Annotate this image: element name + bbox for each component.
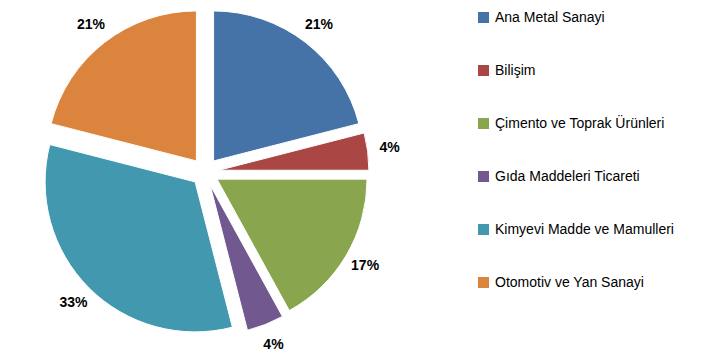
legend-swatch [478,118,489,129]
legend-label: Gıda Maddeleri Ticareti [495,168,640,184]
pie-slice [45,145,232,332]
legend-swatch [478,277,489,288]
pie-slice [51,11,196,161]
data-label: 4% [379,139,400,155]
legend-item: Bilişim [478,62,535,78]
legend: Ana Metal Sanayi Bilişim Çimento ve Toprak… [478,9,674,290]
legend-label: Ana Metal Sanayi [495,9,605,25]
legend-item: Otomotiv ve Yan Sanayi [478,274,644,290]
legend-item: Gıda Maddeleri Ticareti [478,168,640,184]
data-label: 4% [263,336,284,352]
data-label: 21% [305,16,334,32]
legend-label: Otomotiv ve Yan Sanayi [495,274,644,290]
legend-label: Bilişim [495,62,535,78]
legend-item: Ana Metal Sanayi [478,9,605,25]
legend-swatch [478,65,489,76]
legend-label: Çimento ve Toprak Ürünleri [495,114,664,131]
data-label: 33% [59,294,88,310]
legend-swatch [478,224,489,235]
legend-swatch [478,12,489,23]
chart: 21% 4% 17% 4% 33% 21% Ana Metal Sanayi Bilişim Ç… [0,0,728,364]
legend-item: Çimento ve Toprak Ürünleri [478,114,664,131]
legend-swatch [478,171,489,182]
pie-slice [219,133,369,170]
pie-slice [214,11,359,161]
legend-label: Kimyevi Madde ve Mamulleri [495,221,674,237]
data-label: 17% [351,257,380,273]
pie: 21% 4% 17% 4% 33% 21% [45,11,400,352]
legend-item: Kimyevi Madde ve Mamulleri [478,221,674,237]
data-label: 21% [77,16,106,32]
